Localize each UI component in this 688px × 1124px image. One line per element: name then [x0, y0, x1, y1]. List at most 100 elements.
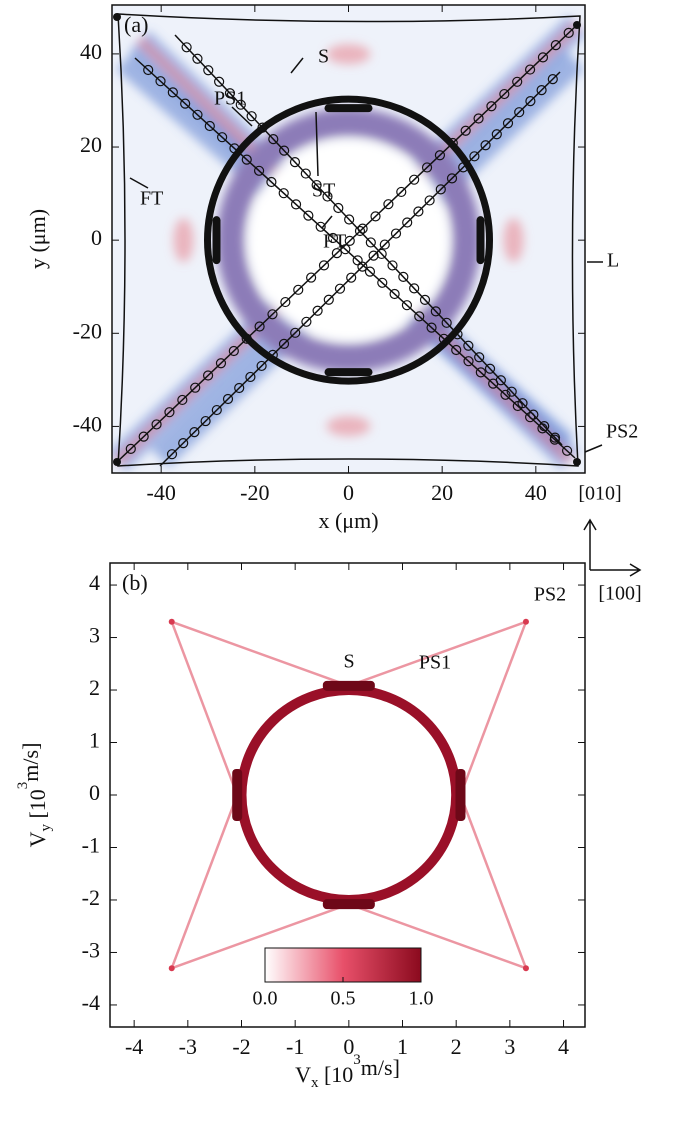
marker — [387, 260, 398, 271]
label-part: ) — [25, 209, 50, 216]
marker — [473, 113, 484, 124]
marker — [525, 412, 536, 423]
marker — [228, 345, 239, 357]
marker — [414, 311, 425, 322]
marker — [435, 184, 446, 195]
y-tick-label: 0 — [89, 780, 100, 805]
marker — [514, 107, 525, 118]
y-tick-label: -20 — [73, 318, 102, 343]
marker — [333, 202, 344, 214]
marker — [164, 407, 175, 418]
panel-label: (a) — [124, 12, 148, 37]
marker — [389, 288, 400, 300]
marker — [217, 132, 228, 143]
ring-cap — [212, 216, 221, 265]
lobe — [173, 218, 194, 263]
marker — [430, 306, 441, 317]
x-tick-label: 4 — [558, 1034, 569, 1059]
marker — [409, 283, 420, 294]
marker — [549, 432, 561, 443]
lobe — [326, 44, 371, 65]
annotation: FT — [323, 231, 346, 253]
caustic — [459, 621, 528, 796]
marker — [322, 191, 333, 202]
annotation: L — [607, 250, 619, 272]
direction-arrows — [583, 518, 642, 577]
panel-a-map — [112, 5, 585, 473]
y-tick-label: -3 — [82, 938, 100, 963]
marker — [268, 134, 279, 145]
caustic — [171, 903, 350, 970]
marker — [257, 122, 268, 133]
label-part: x — [311, 1075, 319, 1091]
marker — [419, 294, 431, 305]
marker — [379, 239, 390, 250]
caustic — [171, 620, 350, 687]
caustic — [170, 794, 239, 969]
ring — [236, 685, 462, 905]
marker — [256, 360, 267, 372]
marker — [331, 248, 342, 259]
marker — [396, 186, 407, 198]
y-tick-label: 3 — [89, 623, 100, 648]
colorbar-tick-label: 1.0 — [409, 988, 434, 1010]
marker — [438, 333, 449, 344]
marker — [155, 76, 166, 87]
x-tick-label: 0 — [343, 1034, 354, 1059]
label-part: V — [25, 831, 50, 847]
marker — [390, 228, 402, 239]
y-tick-label: -1 — [82, 833, 100, 858]
x-tick-label: 40 — [525, 480, 547, 505]
marker — [181, 42, 192, 53]
marker — [426, 322, 437, 333]
label-part: m/s] — [18, 743, 43, 782]
marker — [278, 188, 289, 199]
marker — [469, 151, 480, 162]
marker — [278, 338, 290, 349]
marker — [246, 111, 257, 122]
marker — [254, 321, 265, 332]
annotation: S — [343, 651, 354, 673]
panel-label: (b) — [122, 570, 148, 595]
marker — [368, 250, 379, 261]
caustic-dot — [168, 618, 175, 625]
marker — [266, 176, 277, 188]
marker — [215, 358, 227, 369]
marker — [323, 294, 334, 305]
marker — [486, 101, 497, 112]
marker — [138, 431, 149, 442]
label-part: [10 — [25, 789, 50, 824]
x-tick-label: 20 — [431, 480, 453, 505]
arrow — [321, 215, 333, 229]
x-tick-label: -40 — [147, 480, 176, 505]
marker — [192, 109, 203, 120]
arrow — [315, 111, 319, 177]
marker — [241, 154, 252, 165]
ring — [204, 95, 493, 385]
marker — [143, 64, 154, 76]
marker — [279, 145, 290, 156]
caustic-dot — [522, 965, 529, 972]
label-part: ) — [371, 508, 378, 533]
marker — [547, 73, 558, 85]
marker — [303, 210, 314, 221]
marker — [458, 162, 469, 173]
marker — [413, 206, 424, 217]
marker — [474, 352, 485, 363]
marker — [235, 99, 246, 110]
label-part: 3 — [15, 782, 31, 790]
arrow — [231, 106, 253, 127]
marker — [528, 409, 539, 420]
marker — [499, 88, 510, 100]
marker — [377, 277, 388, 288]
x-tick-label: 1 — [397, 1034, 408, 1059]
marker — [434, 150, 446, 161]
marker — [245, 371, 256, 383]
marker — [354, 225, 366, 237]
y-tick-label: 1 — [89, 728, 100, 753]
arrow — [584, 444, 603, 453]
marker — [290, 327, 301, 338]
marker — [398, 271, 409, 282]
marker — [539, 421, 550, 432]
